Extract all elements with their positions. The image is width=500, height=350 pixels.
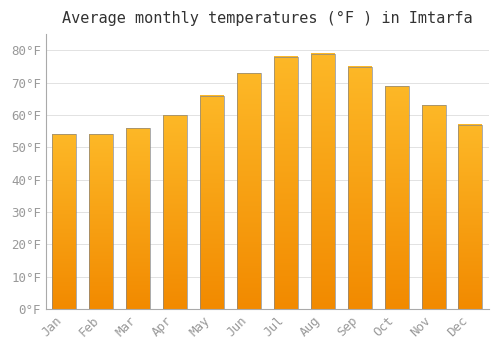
Bar bbox=[90, 134, 114, 309]
Title: Average monthly temperatures (°F ) in Imtarfa: Average monthly temperatures (°F ) in Im… bbox=[62, 11, 472, 26]
Bar bbox=[384, 86, 408, 309]
Bar bbox=[237, 73, 261, 309]
Bar bbox=[458, 125, 482, 309]
Bar bbox=[422, 105, 446, 309]
Bar bbox=[52, 134, 76, 309]
Bar bbox=[163, 115, 187, 309]
Bar bbox=[274, 57, 298, 309]
Bar bbox=[348, 66, 372, 309]
Bar bbox=[126, 128, 150, 309]
Bar bbox=[311, 54, 335, 309]
Bar bbox=[200, 96, 224, 309]
